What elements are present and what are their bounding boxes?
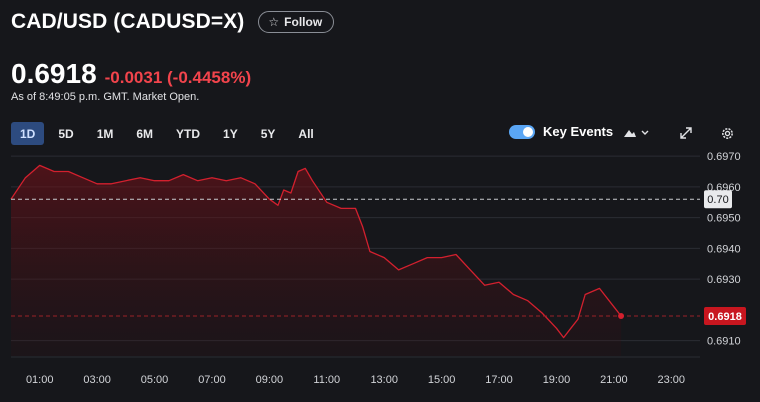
gear-icon[interactable] — [720, 126, 735, 144]
x-tick-label: 21:00 — [600, 374, 628, 386]
current-price: 0.6918 — [11, 58, 97, 89]
previous-close-label: 0.70 — [707, 194, 728, 206]
y-tick-label: 0.6930 — [707, 274, 741, 286]
x-tick-label: 03:00 — [83, 374, 111, 386]
range-tab-1y[interactable]: 1Y — [223, 126, 238, 141]
as-of-timestamp: As of 8:49:05 p.m. GMT. Market Open. — [11, 91, 200, 103]
title-row: CAD/USD (CADUSD=X) ☆ Follow — [11, 10, 335, 34]
key-events-toggle[interactable] — [509, 124, 535, 139]
last-price-dot — [618, 313, 625, 320]
x-tick-label: 11:00 — [313, 374, 340, 386]
x-tick-label: 01:00 — [26, 374, 54, 386]
price-chart[interactable]: 0.69700.69600.69500.69400.69300.691001:0… — [0, 150, 760, 402]
x-tick-label: 05:00 — [141, 374, 169, 386]
previous-close-tag — [704, 190, 732, 209]
expand-icon[interactable] — [679, 126, 693, 143]
y-tick-label: 0.6940 — [707, 243, 741, 255]
x-tick-label: 09:00 — [256, 374, 284, 386]
price-change: -0.0031 (-0.4458%) — [104, 68, 252, 87]
y-tick-label: 0.6950 — [707, 213, 741, 225]
range-tab-1d[interactable]: 1D — [11, 122, 45, 145]
toggle-knob — [523, 126, 533, 137]
range-tab-all[interactable]: All — [298, 126, 314, 141]
price-area — [11, 165, 622, 356]
y-tick-label: 0.6910 — [707, 336, 741, 348]
x-tick-label: 07:00 — [198, 374, 226, 386]
last-price-tag — [704, 307, 746, 326]
key-events-label: Key Events — [543, 124, 614, 139]
follow-label: Follow — [284, 15, 323, 29]
page-title: CAD/USD (CADUSD=X) — [11, 10, 245, 33]
x-tick-label: 13:00 — [370, 374, 398, 386]
range-tabs: 1D 5D 1M 6M YTD 1Y 5Y All — [11, 122, 328, 145]
price-line — [10, 164, 622, 339]
range-tab-ytd[interactable]: YTD — [176, 126, 201, 141]
star-icon: ☆ — [268, 15, 280, 29]
x-tick-label: 15:00 — [428, 374, 456, 386]
x-tick-label: 17:00 — [485, 374, 513, 386]
chart-tools: Key Events — [509, 124, 613, 139]
range-tab-6m[interactable]: 6M — [136, 126, 154, 141]
x-tick-label: 19:00 — [543, 374, 571, 386]
range-tab-5y[interactable]: 5Y — [260, 126, 276, 141]
mountain-chart-icon[interactable] — [623, 126, 651, 143]
x-tick-label: 23:00 — [658, 374, 686, 386]
range-tab-5d[interactable]: 5D — [58, 126, 74, 141]
y-tick-label: 0.6970 — [707, 151, 741, 163]
price-row: 0.6918 -0.0031 (-0.4458%) — [11, 58, 251, 90]
range-tab-1m[interactable]: 1M — [96, 126, 114, 141]
follow-button[interactable]: ☆ Follow — [258, 11, 335, 33]
last-price-label: 0.6918 — [708, 311, 742, 323]
